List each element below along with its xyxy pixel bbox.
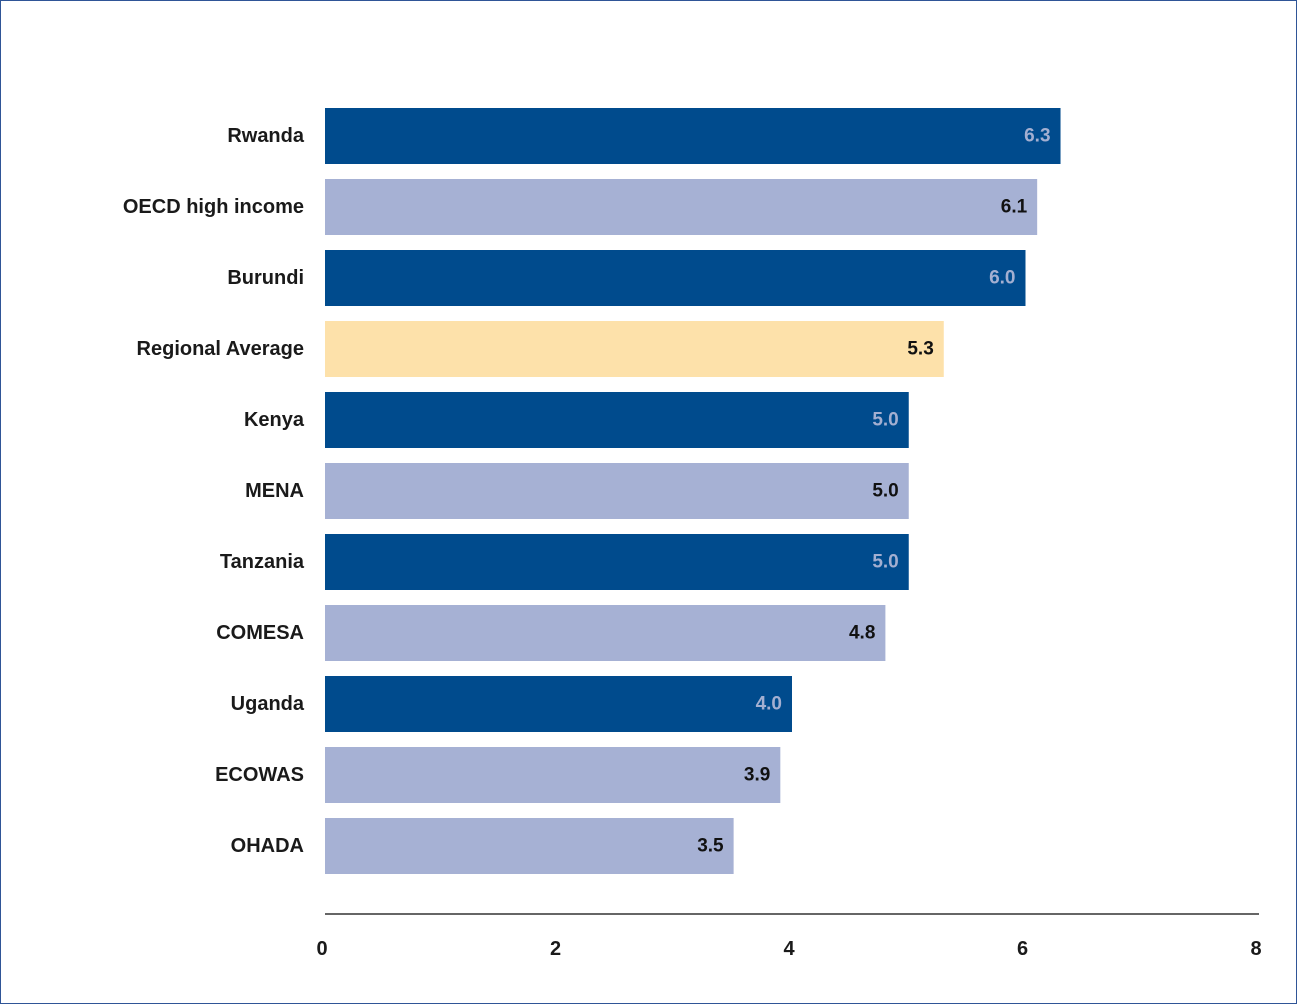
x-tick-label: 0 [316, 938, 327, 960]
bar [325, 392, 909, 448]
data-label: 6.3 [1024, 126, 1050, 147]
bar-row: Uganda 4.0 [231, 676, 792, 732]
data-label: 3.5 [697, 836, 724, 857]
data-label: 4.8 [849, 623, 875, 644]
bar-row: OHADA 3.5 [231, 818, 734, 874]
x-tick-label: 8 [1250, 938, 1261, 960]
data-label: 5.0 [872, 481, 898, 502]
data-label: 5.3 [907, 339, 933, 360]
bar [325, 605, 886, 661]
bar [325, 108, 1061, 164]
category-label: Uganda [231, 693, 305, 715]
bar-row: Tanzania 5.0 [220, 534, 909, 590]
bar [325, 676, 792, 732]
bar [325, 250, 1026, 306]
data-label: 3.9 [744, 765, 770, 786]
category-label: Tanzania [220, 551, 305, 573]
category-label: ECOWAS [215, 764, 304, 786]
data-label: 6.1 [1001, 197, 1028, 218]
data-label: 4.0 [756, 694, 782, 715]
x-axis: 0 2 4 6 8 [316, 913, 1262, 960]
x-tick-label: 2 [550, 938, 561, 960]
bar [325, 321, 944, 377]
x-tick-label: 6 [1017, 938, 1028, 960]
bar-row: Rwanda 6.3 [227, 108, 1061, 164]
bar-row: ECOWAS 3.9 [215, 747, 781, 803]
category-label: Kenya [244, 409, 305, 431]
bar [325, 534, 909, 590]
bar-row: Burundi 6.0 [227, 250, 1026, 306]
bar-row: COMESA 4.8 [216, 605, 886, 661]
category-label: Rwanda [227, 125, 305, 147]
bar-row: OECD high income 6.1 [123, 179, 1038, 235]
data-label: 5.0 [872, 410, 898, 431]
x-tick-label: 4 [783, 938, 795, 960]
category-label: COMESA [216, 622, 304, 644]
bar-row: Kenya 5.0 [244, 392, 909, 448]
bar [325, 818, 734, 874]
data-label: 6.0 [989, 268, 1015, 289]
bar [325, 463, 909, 519]
bar-row: MENA 5.0 [245, 463, 909, 519]
data-label: 5.0 [872, 552, 898, 573]
bar-row: Regional Average 5.3 [137, 321, 944, 377]
bar [325, 179, 1038, 235]
category-label: Burundi [227, 267, 304, 289]
category-label: Regional Average [137, 338, 304, 360]
category-label: OHADA [231, 835, 304, 857]
category-label: OECD high income [123, 196, 304, 218]
category-label: MENA [245, 480, 304, 502]
bars-layer: Rwanda 6.3 OECD high income 6.1 Burundi 6.0 Re… [123, 108, 1061, 874]
bar [325, 747, 781, 803]
